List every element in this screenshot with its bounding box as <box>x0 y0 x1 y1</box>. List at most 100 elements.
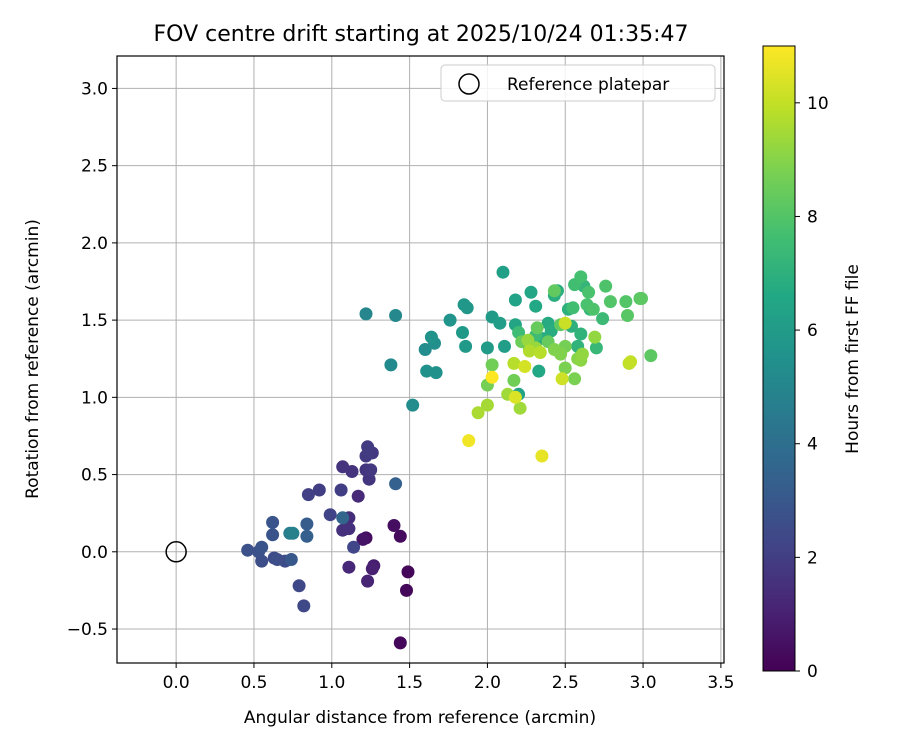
data-point <box>621 309 634 322</box>
data-point <box>361 574 375 588</box>
data-point <box>555 372 569 386</box>
data-point <box>400 583 413 597</box>
data-point <box>300 517 314 531</box>
data-point <box>266 515 280 529</box>
data-point <box>496 265 510 279</box>
x-tick-label: 3.5 <box>707 673 734 693</box>
x-axis-label: Angular distance from reference (arcmin) <box>244 708 596 728</box>
y-tick-label: 1.5 <box>81 311 108 331</box>
data-point <box>270 553 284 566</box>
y-axis-ticks: −0.5 0.0 0.5 1.0 1.5 2.0 2.5 3.0 <box>67 79 117 640</box>
y-axis-label: Rotation from reference (arcmin) <box>23 219 43 499</box>
legend-box <box>440 64 716 102</box>
data-point <box>364 463 378 477</box>
data-point <box>384 358 398 372</box>
data-point <box>286 526 300 540</box>
data-point <box>566 301 580 315</box>
colorbar-label: Hours from first FF file <box>843 264 863 454</box>
data-point <box>624 355 638 369</box>
data-point <box>266 528 280 542</box>
data-point <box>522 344 536 358</box>
x-tick-label: 2.5 <box>552 673 579 693</box>
data-point <box>460 301 474 315</box>
legend-label: Reference platepar <box>507 75 669 95</box>
data-point <box>342 522 356 536</box>
legend-marker-reference <box>458 73 480 95</box>
colorbar-tick-label: 10 <box>807 94 829 114</box>
data-point <box>389 309 403 322</box>
data-point <box>508 293 522 307</box>
data-point <box>529 299 543 313</box>
data-point <box>588 330 602 344</box>
data-point <box>459 339 473 353</box>
grid-lines <box>117 56 724 663</box>
data-point <box>387 519 401 532</box>
legend: Reference platepar <box>440 64 716 102</box>
data-point <box>297 599 311 613</box>
data-point <box>554 347 568 361</box>
y-tick-label: 2.0 <box>81 234 108 254</box>
reference-platepar-marker <box>165 541 187 563</box>
y-tick-label: 1.0 <box>81 388 108 408</box>
data-point <box>336 511 350 525</box>
y-tick-label: −0.5 <box>67 620 108 640</box>
data-point <box>312 483 326 497</box>
data-point <box>300 529 314 543</box>
data-point <box>533 346 547 359</box>
data-point <box>485 358 499 372</box>
data-point <box>418 343 432 356</box>
data-point <box>342 560 356 574</box>
data-point <box>284 553 298 566</box>
data-point <box>462 434 476 448</box>
data-point <box>351 489 365 503</box>
data-point <box>456 326 469 339</box>
data-point <box>507 373 521 387</box>
data-point <box>365 562 379 576</box>
data-point <box>524 285 538 299</box>
data-point <box>582 285 596 299</box>
x-tick-label: 3.0 <box>630 673 657 693</box>
data-point <box>568 372 582 386</box>
data-point <box>356 532 370 546</box>
data-point <box>359 307 373 321</box>
data-point <box>635 292 648 305</box>
data-point <box>493 316 507 330</box>
data-point <box>574 270 588 284</box>
data-point <box>485 370 499 384</box>
data-point <box>558 361 572 375</box>
data-point <box>361 440 375 454</box>
y-tick-label: 0.0 <box>81 543 108 563</box>
colorbar-ticks: 0 2 4 6 8 10 <box>795 94 829 682</box>
data-point <box>508 390 522 404</box>
data-point <box>406 398 420 412</box>
data-point <box>586 302 600 316</box>
data-point <box>644 349 658 363</box>
data-point <box>558 316 572 330</box>
data-point <box>596 312 610 326</box>
x-tick-label: 0.5 <box>240 673 267 693</box>
data-point <box>443 313 457 327</box>
data-point <box>498 339 511 353</box>
data-point <box>347 540 361 554</box>
data-point <box>507 356 521 370</box>
x-axis-ticks: 0.0 0.5 1.0 1.5 2.0 2.5 3.0 3.5 <box>163 663 734 693</box>
data-point <box>393 529 407 543</box>
data-point <box>535 449 549 463</box>
plot-frame <box>116 55 725 664</box>
data-point <box>530 321 544 335</box>
data-point <box>513 401 527 415</box>
chart-title: FOV centre drift starting at 2025/10/24 … <box>154 22 689 47</box>
data-point <box>255 540 269 554</box>
y-tick-label: 3.0 <box>81 79 108 99</box>
data-point <box>401 565 415 579</box>
data-point <box>471 406 485 420</box>
x-tick-label: 2.0 <box>474 673 501 693</box>
data-point <box>619 295 633 309</box>
colorbar-tick-label: 6 <box>807 321 818 341</box>
data-point <box>301 488 315 502</box>
scatter-points <box>241 265 658 650</box>
colorbar-tick-label: 8 <box>807 207 818 227</box>
data-point <box>532 364 546 378</box>
y-tick-label: 2.5 <box>81 157 108 177</box>
